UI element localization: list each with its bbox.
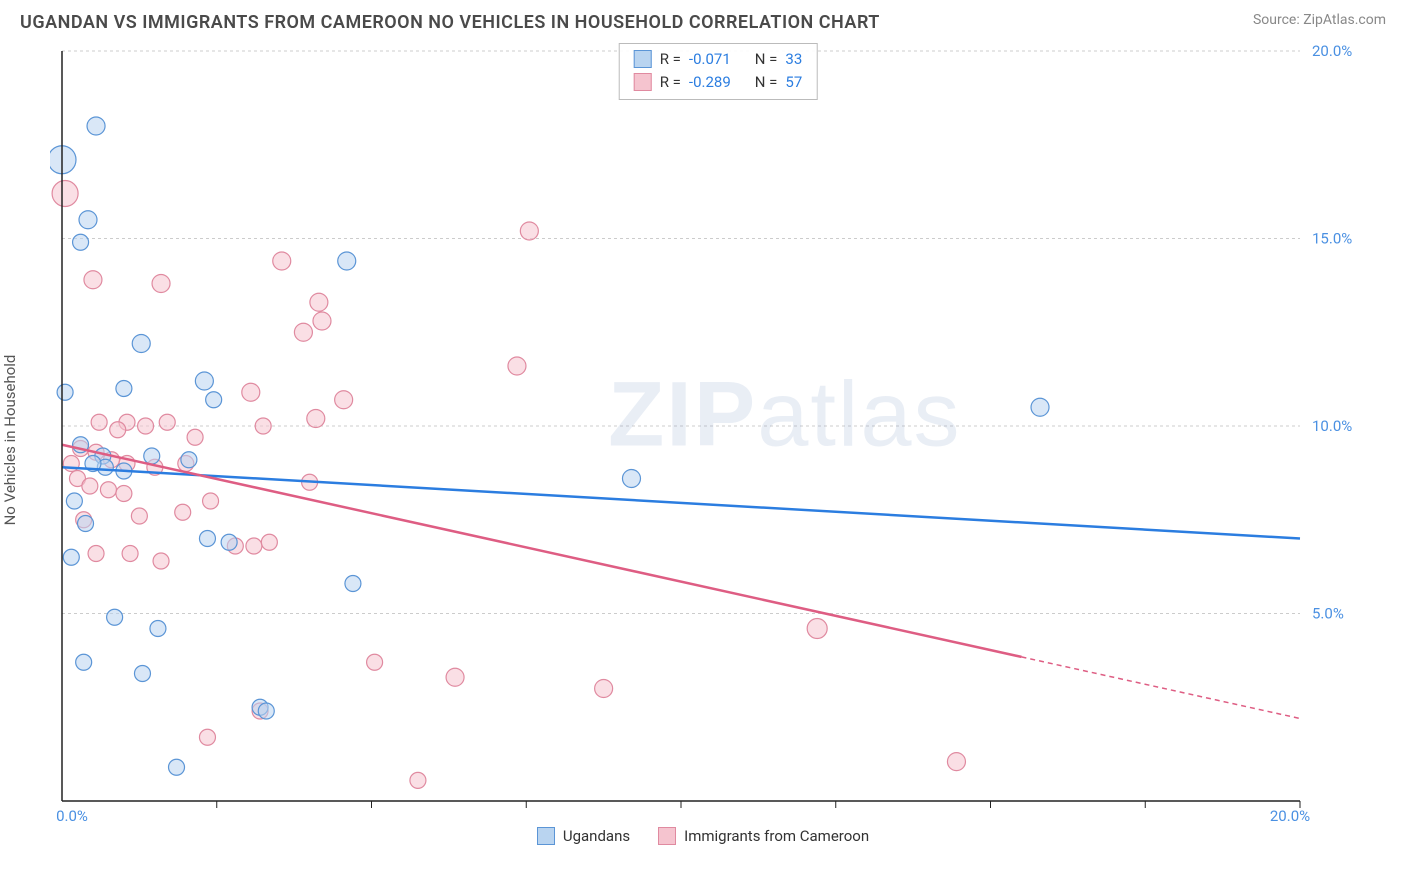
data-point [57,384,73,400]
data-point [508,357,526,375]
data-point [159,414,175,430]
stats-row: R = -0.289 N = 57 [634,71,803,94]
data-point [622,470,640,488]
data-point [84,271,102,289]
data-point [138,418,154,434]
data-point [66,493,82,509]
data-point [310,293,328,311]
series-swatch [658,827,676,845]
r-value: -0.289 [689,71,731,94]
svg-text:0.0%: 0.0% [56,807,88,821]
chart-header: UGANDAN VS IMMIGRANTS FROM CAMEROON NO V… [0,0,1406,41]
r-value: -0.071 [689,48,731,71]
data-point [261,534,277,550]
data-point [520,222,538,240]
data-point [134,666,150,682]
data-point [152,275,170,293]
svg-text:10.0%: 10.0% [1312,417,1352,435]
data-point [107,609,123,625]
data-point [807,619,827,639]
data-point [122,546,138,562]
trend-line [62,467,1300,538]
series-legend: Ugandans Immigrants from Cameroon [0,827,1406,845]
svg-text:20.0%: 20.0% [1312,42,1352,60]
data-point [187,429,203,445]
data-point [116,381,132,397]
series-swatch [634,50,652,68]
data-point [52,181,78,207]
data-point [132,335,150,353]
data-point [78,516,94,532]
data-point [947,753,965,771]
chart-title: UGANDAN VS IMMIGRANTS FROM CAMEROON NO V… [20,12,880,33]
trend-line [62,445,1021,657]
svg-text:20.0%: 20.0% [1270,807,1310,821]
data-point [63,549,79,565]
data-point [242,383,260,401]
data-point [82,478,98,494]
n-value: 57 [785,71,802,94]
data-point [195,372,213,390]
r-label: R = [660,71,681,94]
stats-row: R = -0.071 N = 33 [634,48,803,71]
trend-line-extrapolated [1021,657,1300,719]
data-point [595,680,613,698]
data-point [87,117,105,135]
data-point [88,546,104,562]
legend-item: Immigrants from Cameroon [658,827,869,845]
data-point [144,448,160,464]
data-point [367,654,383,670]
data-point [169,759,185,775]
series-swatch [537,827,555,845]
legend-item: Ugandans [537,827,630,845]
data-point [313,312,331,330]
data-point [246,538,262,554]
scatter-plot: 5.0% 10.0% 15.0% 20.0% 0.0% 20.0% [50,41,1370,821]
data-point [199,531,215,547]
data-point [175,504,191,520]
data-point [76,654,92,670]
data-point [255,418,271,434]
data-point [345,576,361,592]
data-point [116,486,132,502]
stats-legend: R = -0.071 N = 33 R = -0.289 N = 57 [619,43,818,100]
data-point [446,668,464,686]
data-point [206,392,222,408]
legend-label: Immigrants from Cameroon [684,827,869,845]
data-point [335,391,353,409]
data-point [258,703,274,719]
data-point [181,452,197,468]
n-label: N = [755,71,778,94]
chart-source: Source: ZipAtlas.com [1253,12,1386,28]
data-point [273,252,291,270]
chart-area: No Vehicles in Household 5.0%10.0%15.0%2… [50,41,1386,821]
data-point [73,234,89,250]
data-point [100,482,116,498]
data-point [131,508,147,524]
r-label: R = [660,48,681,71]
data-point [294,323,312,341]
y-axis-label: No Vehicles in Household [1,355,19,526]
n-value: 33 [785,48,802,71]
n-label: N = [755,48,778,71]
series-swatch [634,73,652,91]
data-point [79,211,97,229]
legend-label: Ugandans [563,827,630,845]
data-point [221,534,237,550]
data-point [110,422,126,438]
data-point [1031,398,1049,416]
data-point [203,493,219,509]
data-point [338,252,356,270]
svg-text:15.0%: 15.0% [1312,230,1352,248]
data-point [199,729,215,745]
data-point [50,146,76,174]
data-point [307,410,325,428]
svg-text:5.0%: 5.0% [1312,605,1344,623]
data-point [410,772,426,788]
data-point [91,414,107,430]
data-point [150,621,166,637]
data-point [153,553,169,569]
